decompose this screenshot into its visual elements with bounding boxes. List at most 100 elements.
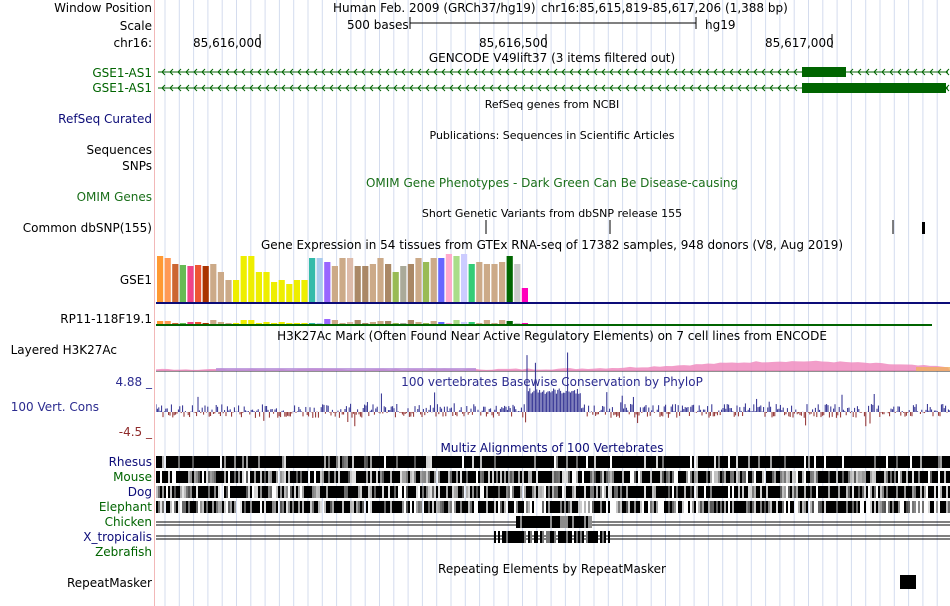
multiz-block [862,456,864,468]
multiz-species-label[interactable]: Elephant [98,500,152,514]
multiz-species-label[interactable]: Dog [127,485,152,499]
omim-track-label[interactable]: OMIM Genes [76,190,152,204]
multiz-block [204,501,206,513]
multiz-block [930,486,932,498]
multiz-block [874,471,876,483]
gencode-item-label[interactable]: GSE1-AS1 [92,66,152,80]
multiz-block [350,471,352,483]
strand-arrow [545,68,550,76]
multiz-block [782,456,784,468]
multiz-block [864,486,866,498]
strand-arrow [241,68,246,76]
multiz-block [454,501,456,513]
publications-track-title[interactable]: Publications: Sequences in Scientific Ar… [429,129,675,142]
gtex-track-title[interactable]: Gene Expression in 54 tissues from GTEx … [260,238,844,252]
multiz-block [458,456,460,468]
multiz-species-label[interactable]: Zebrafish [95,545,152,559]
multiz-species-label[interactable]: X_tropicalis [83,530,152,544]
multiz-block [460,471,462,483]
gtex-gene-label[interactable]: RP11-118F19.1 [60,312,152,326]
multiz-block [358,486,360,498]
multiz-block [488,471,490,483]
multiz-block [804,501,806,513]
repeatmasker-track-label[interactable]: RepeatMasker [66,576,152,590]
multiz-block [550,456,552,468]
h3k27ac-track-title[interactable]: H3K27Ac Mark (Often Found Near Active Re… [277,329,827,343]
track-area[interactable] [156,0,950,606]
multiz-block [270,501,272,513]
multiz-block [196,471,198,483]
multiz-block [778,471,780,483]
multiz-block [312,486,314,498]
multiz-species-label[interactable]: Rhesus [108,455,152,469]
multiz-block [418,456,420,468]
gencode-track-title[interactable]: GENCODE V49lift37 (3 items filtered out) [428,51,676,65]
multiz-block [916,471,918,483]
multiz-block [390,486,392,498]
multiz-block [574,501,576,513]
multiz-block [608,471,610,483]
multiz-block [648,471,650,483]
multiz-block [742,456,744,468]
multiz-block [160,456,162,468]
multiz-block [164,486,166,498]
multiz-block [930,501,932,513]
strand-arrow [553,68,558,76]
multiz-block [586,486,588,498]
multiz-block [250,456,252,468]
multiz-block [536,531,538,543]
multiz-block [262,471,264,483]
multiz-block [622,471,624,483]
multiz-block [320,471,322,483]
multiz-block [926,471,928,483]
multiz-block [202,486,204,498]
multiz-block [364,456,366,468]
refseq-track-label[interactable]: RefSeq Curated [58,112,152,126]
multiz-block [766,486,768,498]
strand-arrow [337,84,342,92]
multiz-block [220,501,222,513]
multiz-block [782,486,784,498]
gencode-item-label[interactable]: GSE1-AS1 [92,81,152,95]
multiz-block [946,471,948,483]
refseq-track-title[interactable]: RefSeq genes from NCBI [484,98,620,111]
multiz-block [192,471,194,483]
multiz-block [450,486,452,498]
publications-label-sequences[interactable]: Sequences [86,143,152,157]
multiz-block [876,471,878,483]
multiz-block [160,501,162,513]
strand-arrow [217,84,222,92]
gtex-bar [324,262,331,302]
multiz-block [628,456,630,468]
multiz-block [704,471,706,483]
multiz-block [488,501,490,513]
gtex-gene-label[interactable]: GSE1 [119,273,152,287]
multiz-block [282,456,284,468]
cons-track-title[interactable]: 100 vertebrates Basewise Conservation by… [401,375,703,389]
publications-label-snps[interactable]: SNPs [122,159,152,173]
repeatmasker-track-title[interactable]: Repeating Elements by RepeatMasker [438,562,666,576]
multiz-block [426,501,428,513]
multiz-block [788,456,790,468]
multiz-species-label[interactable]: Chicken [104,515,152,529]
multiz-block [608,456,610,468]
multiz-species-label[interactable]: Mouse [113,470,152,484]
multiz-block [826,471,828,483]
h3k27ac-track-label[interactable]: Layered H3K27Ac [10,343,117,357]
multiz-block [892,486,894,498]
dbsnp-track-label[interactable]: Common dbSNP(155) [22,221,152,235]
omim-track-title[interactable]: OMIM Gene Phenotypes - Dark Green Can Be… [365,176,739,190]
multiz-block [676,456,678,468]
multiz-block [824,501,826,513]
multiz-block [264,486,266,498]
cons-track-label[interactable]: 100 Vert. Cons [10,400,99,414]
dbsnp-track-title[interactable]: Short Genetic Variants from dbSNP releas… [421,207,683,220]
multiz-block [526,486,528,498]
multiz-track-title[interactable]: Multiz Alignments of 100 Vertebrates [440,441,664,455]
multiz-block [618,471,620,483]
multiz-block [830,486,832,498]
multiz-block [584,486,586,498]
strand-arrow [193,68,198,76]
strand-arrow [529,84,534,92]
